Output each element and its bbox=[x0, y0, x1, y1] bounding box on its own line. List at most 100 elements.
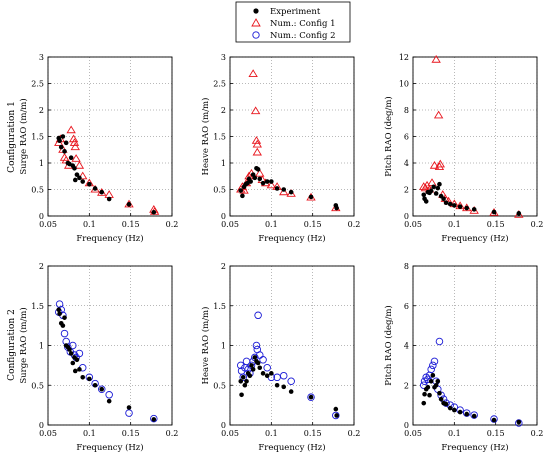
axes-frame bbox=[412, 265, 538, 426]
data-point-experiment bbox=[244, 378, 249, 384]
data-point-experiment bbox=[60, 134, 66, 139]
data-point-experiment bbox=[106, 398, 112, 404]
data-point-experiment bbox=[92, 186, 98, 191]
x-tick-label: 0.1 bbox=[83, 429, 96, 438]
data-point-experiment bbox=[441, 196, 446, 202]
y-tick-label: 0 bbox=[39, 421, 44, 430]
y-tick-label: 1.5 bbox=[213, 302, 226, 311]
data-point-experiment bbox=[87, 181, 92, 187]
plot-area bbox=[413, 266, 537, 425]
chart-panel-r2c2: 0 0.5 1 1.5 2 0.05 0.1 0.15 0.2 Frequency (Hz) Hea… bbox=[200, 262, 360, 453]
axes-frame bbox=[47, 56, 173, 217]
y-tick-label: 2.5 bbox=[213, 80, 226, 89]
data-point-experiment bbox=[438, 396, 444, 402]
x-tick-label: 0.15 bbox=[122, 220, 140, 229]
x-tick-label: 0.1 bbox=[265, 429, 278, 438]
data-point-config1 bbox=[71, 154, 81, 162]
data-point-config2 bbox=[515, 419, 523, 427]
y-tick-label: 0.5 bbox=[31, 186, 44, 195]
legend: Experiment Num.: Config 1 Num.: Config 2 bbox=[235, 1, 351, 43]
data-point-experiment bbox=[491, 417, 497, 423]
series-experiment bbox=[421, 373, 522, 425]
data-point-experiment bbox=[264, 373, 270, 379]
data-point-experiment bbox=[106, 196, 112, 202]
y-tick-label: 6 bbox=[404, 302, 409, 311]
x-axis-label: Frequency (Hz) bbox=[76, 442, 143, 453]
y-tick-label: 0 bbox=[221, 212, 226, 221]
data-point-config2 bbox=[150, 414, 158, 423]
data-point-config1 bbox=[279, 187, 289, 196]
data-point-experiment bbox=[423, 199, 429, 204]
data-point-config2 bbox=[287, 377, 295, 386]
data-point-experiment bbox=[62, 315, 67, 320]
data-point-experiment bbox=[281, 187, 287, 192]
y-tick-label: 0.5 bbox=[213, 381, 226, 390]
data-point-experiment bbox=[288, 389, 294, 394]
data-point-experiment bbox=[422, 391, 427, 397]
data-point-experiment bbox=[67, 347, 72, 352]
y-axis-label: Pitch RAO (deg/m) bbox=[383, 96, 394, 176]
data-point-experiment bbox=[240, 193, 245, 199]
x-tick-label: 0.05 bbox=[39, 429, 57, 438]
data-point-config2 bbox=[259, 356, 267, 364]
plot-area bbox=[413, 57, 537, 216]
y-tick-label: 2 bbox=[221, 262, 226, 271]
data-point-config2 bbox=[470, 411, 478, 419]
data-point-experiment bbox=[428, 378, 434, 384]
data-point-experiment bbox=[516, 419, 522, 425]
data-point-config2 bbox=[435, 337, 444, 346]
data-point-experiment bbox=[68, 351, 74, 356]
data-point-experiment bbox=[77, 367, 82, 372]
x-tick-label: 0.2 bbox=[348, 429, 361, 438]
plot-area bbox=[48, 57, 172, 216]
data-point-experiment bbox=[264, 179, 270, 184]
data-point-experiment bbox=[430, 373, 436, 378]
series-experiment bbox=[56, 134, 157, 215]
y-tick-label: 1.5 bbox=[31, 302, 44, 311]
data-point-experiment bbox=[80, 179, 86, 184]
plot-area bbox=[230, 266, 354, 425]
series-experiment bbox=[56, 307, 157, 422]
y-tick-label: 1 bbox=[221, 342, 226, 351]
data-point-experiment bbox=[126, 405, 132, 410]
series-experiment bbox=[238, 355, 339, 418]
x-tick-label: 0.2 bbox=[531, 220, 544, 229]
data-point-experiment bbox=[457, 204, 463, 210]
x-tick-label: 0.2 bbox=[348, 220, 361, 229]
data-point-experiment bbox=[516, 211, 522, 216]
data-point-experiment bbox=[126, 202, 132, 207]
data-point-config2 bbox=[55, 300, 64, 308]
data-point-experiment bbox=[60, 323, 66, 328]
x-tick-label: 0.2 bbox=[166, 429, 179, 438]
data-point-experiment bbox=[421, 400, 427, 406]
data-point-config2 bbox=[236, 361, 245, 370]
data-point-config2 bbox=[254, 311, 262, 320]
data-point-config1 bbox=[74, 160, 85, 169]
x-axis-label: Frequency (Hz) bbox=[76, 233, 143, 244]
data-point-config2 bbox=[462, 409, 471, 417]
data-point-experiment bbox=[238, 188, 244, 193]
data-point-experiment bbox=[252, 355, 258, 360]
y-tick-label: 1.5 bbox=[213, 133, 226, 142]
y-tick-label: 2 bbox=[221, 106, 226, 115]
data-point-experiment bbox=[257, 365, 263, 371]
data-point-experiment bbox=[457, 409, 463, 415]
legend-marker-config2 bbox=[252, 31, 260, 39]
y-axis-label: Surge RAO (m/m) bbox=[18, 98, 29, 174]
data-point-config1 bbox=[255, 168, 265, 177]
x-axis-label: Frequency (Hz) bbox=[258, 442, 325, 453]
y-tick-label: 0.5 bbox=[213, 186, 226, 195]
data-point-experiment bbox=[425, 384, 431, 390]
y-tick-label: 2 bbox=[404, 381, 409, 390]
data-point-experiment bbox=[427, 392, 432, 398]
data-point-config2 bbox=[97, 385, 106, 393]
data-point-config1 bbox=[433, 110, 444, 119]
x-tick-label: 0.05 bbox=[404, 429, 422, 438]
series-experiment bbox=[238, 166, 339, 211]
data-point-experiment bbox=[452, 407, 457, 413]
y-tick-label: 0 bbox=[221, 421, 226, 430]
data-point-experiment bbox=[72, 166, 77, 171]
data-point-experiment bbox=[249, 363, 254, 368]
x-axis-label: Frequency (Hz) bbox=[441, 442, 508, 453]
